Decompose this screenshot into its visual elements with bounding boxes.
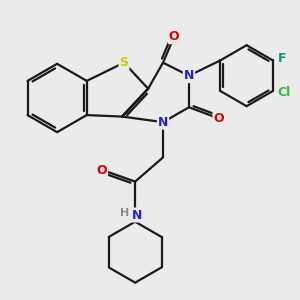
Text: O: O [169,30,179,43]
Text: Cl: Cl [278,86,291,99]
Text: N: N [184,69,194,82]
Text: F: F [278,52,286,65]
Text: N: N [132,208,142,221]
Text: O: O [96,164,107,177]
Text: S: S [119,56,128,69]
Text: H: H [120,208,129,218]
Text: O: O [213,112,224,125]
Text: N: N [158,116,168,129]
